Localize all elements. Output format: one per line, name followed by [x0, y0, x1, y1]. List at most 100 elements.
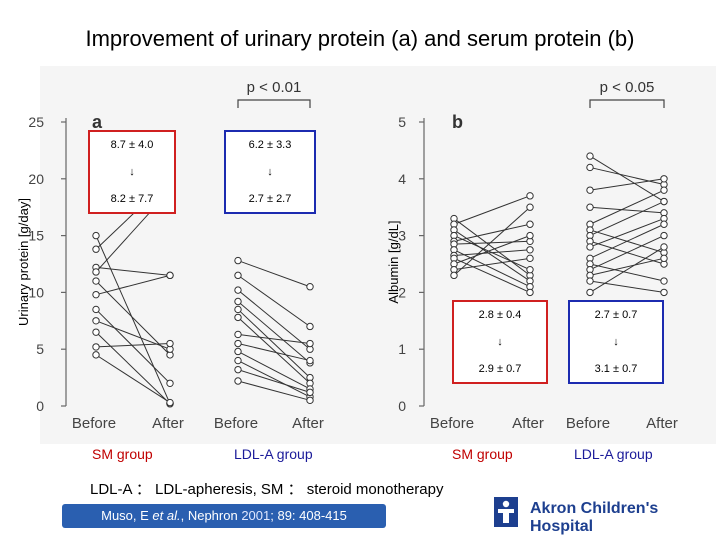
- citation-journal: , Nephron: [180, 508, 242, 523]
- paired-line: [237, 317, 311, 384]
- paired-line: [95, 331, 171, 405]
- after-point: [306, 322, 314, 331]
- after-point: [166, 339, 174, 348]
- before-point: [234, 339, 242, 348]
- panel-label: b: [452, 112, 463, 132]
- sm-group-label-a: SM group: [92, 446, 153, 462]
- paired-line: [237, 301, 311, 364]
- citation-year: 2001: [241, 508, 271, 523]
- paired-line: [589, 263, 665, 282]
- paired-line: [95, 274, 171, 296]
- after-point: [660, 197, 668, 206]
- abbreviation-footnote: LDL-A ： LDL-apheresis, SM ： steroid mono…: [90, 481, 444, 498]
- x-label-after: After: [152, 415, 184, 432]
- stat-after: 2.7 ± 2.7: [248, 193, 292, 205]
- before-point: [92, 343, 100, 351]
- significance-bracket: [589, 99, 665, 108]
- sm-stat-box-b: 2.8 ± 0.4 ↓ 2.9 ± 0.7: [452, 300, 548, 384]
- paired-line: [95, 235, 171, 404]
- after-point: [166, 379, 174, 387]
- paired-line: [237, 289, 311, 350]
- down-arrow-icon: ↓: [129, 166, 135, 178]
- paired-line: [237, 369, 311, 393]
- paired-line: [589, 201, 665, 237]
- y-tick-label: 4: [398, 171, 406, 187]
- paired-line: [237, 351, 311, 390]
- paired-line: [589, 155, 665, 202]
- paired-line: [453, 249, 531, 256]
- after-point: [660, 277, 668, 285]
- paired-line: [453, 257, 531, 271]
- paired-line: [589, 166, 665, 185]
- ldla-group-label-a: LDL-A group: [234, 446, 313, 462]
- x-label-before: Before: [430, 415, 474, 432]
- x-label-before: Before: [214, 415, 258, 432]
- before-point: [586, 203, 594, 211]
- y-tick-label: 15: [28, 228, 44, 244]
- x-label-after: After: [646, 415, 678, 432]
- stat-after: 8.2 ± 7.7: [110, 193, 154, 205]
- significance-bracket: [237, 99, 311, 108]
- hospital-figure-icon: [494, 497, 518, 527]
- paired-line: [589, 223, 665, 259]
- panel-label: a: [92, 112, 103, 132]
- after-point: [660, 288, 668, 297]
- before-point: [92, 351, 100, 359]
- after-point: [660, 243, 668, 251]
- paired-line: [95, 309, 171, 384]
- after-point: [306, 356, 314, 365]
- x-label-before: Before: [72, 415, 116, 432]
- y-axis-title: Albumin [g/dL]: [386, 220, 401, 303]
- paired-line: [95, 354, 171, 404]
- paired-line: [589, 189, 665, 225]
- citation-authors: Muso, E: [101, 508, 153, 523]
- y-axis-title: Urinary protein [g/day]: [16, 198, 31, 326]
- stat-before: 2.7 ± 0.7: [594, 309, 638, 321]
- before-point: [234, 365, 242, 374]
- y-tick-label: 5: [36, 341, 44, 357]
- before-point: [92, 245, 100, 253]
- y-tick-label: 2: [398, 284, 406, 300]
- before-point: [234, 347, 242, 356]
- paired-line: [237, 380, 311, 401]
- paired-line: [237, 309, 311, 378]
- before-point: [234, 377, 242, 385]
- before-point: [234, 256, 242, 265]
- before-point: [234, 297, 242, 306]
- before-point: [450, 271, 458, 280]
- after-point: [166, 271, 174, 280]
- after-point: [660, 220, 668, 228]
- paired-line: [237, 360, 311, 398]
- stat-before: 2.8 ± 0.4: [478, 309, 522, 321]
- after-point: [526, 265, 534, 274]
- citation-bar: Muso, E et al., Nephron 2001; 89: 408-41…: [62, 504, 386, 528]
- y-tick-label: 10: [28, 284, 44, 300]
- paired-line: [453, 257, 531, 293]
- stat-before: 8.7 ± 4.0: [110, 139, 154, 151]
- y-tick-label: 0: [36, 398, 44, 414]
- paired-line: [237, 333, 311, 345]
- after-point: [306, 396, 314, 405]
- y-tick-label: 0: [398, 398, 406, 414]
- before-point: [234, 330, 242, 339]
- after-point: [526, 203, 534, 211]
- citation-etal: et al.: [152, 508, 181, 523]
- before-point: [234, 305, 242, 314]
- after-point: [660, 186, 668, 194]
- paired-line: [589, 246, 665, 293]
- after-point: [526, 288, 534, 297]
- paired-line: [453, 218, 531, 276]
- paired-line: [95, 266, 171, 276]
- after-point: [526, 246, 534, 254]
- down-arrow-icon: ↓: [267, 166, 273, 178]
- sm-stat-box-a: 8.7 ± 4.0 ↓ 8.2 ± 7.7: [88, 130, 176, 214]
- after-point: [660, 231, 668, 240]
- x-label-before: Before: [566, 415, 610, 432]
- before-point: [586, 163, 594, 172]
- paired-line: [589, 280, 665, 293]
- down-arrow-icon: ↓: [613, 336, 619, 348]
- before-point: [586, 277, 594, 285]
- after-point: [526, 192, 534, 200]
- y-tick-label: 20: [28, 171, 44, 187]
- after-point: [526, 231, 534, 240]
